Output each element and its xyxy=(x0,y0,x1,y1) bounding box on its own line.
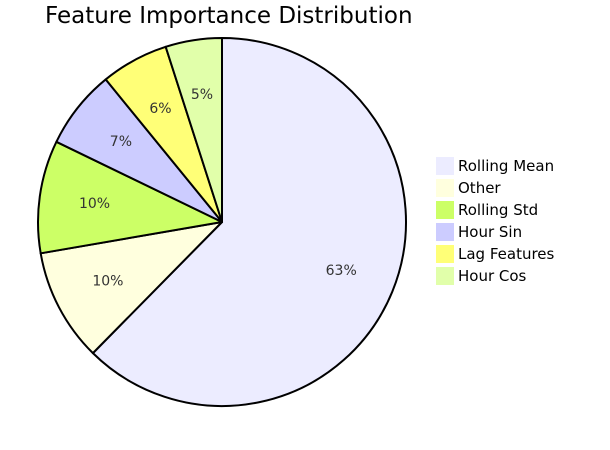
slice-label-lag-features: 6% xyxy=(149,101,171,117)
pie-slices xyxy=(37,37,407,407)
legend-swatch-hour-sin xyxy=(436,223,454,241)
chart-title: Feature Importance Distribution xyxy=(45,3,413,29)
pie-slice-rolling-mean xyxy=(91,37,407,407)
pie-slice-labels: 63% 10% 10% 7% 6% 5% xyxy=(79,87,357,290)
legend-label-hour-cos: Hour Cos xyxy=(458,267,527,285)
slice-label-hour-sin: 7% xyxy=(110,134,132,150)
legend-label-lag-features: Lag Features xyxy=(458,245,555,263)
slice-label-hour-cos: 5% xyxy=(191,87,213,103)
slice-label-rolling-mean: 63% xyxy=(326,263,357,279)
legend-label-other: Other xyxy=(458,179,501,197)
slice-label-other: 10% xyxy=(92,274,123,290)
pie-slice-other xyxy=(39,221,223,355)
pie-slice-rolling-std xyxy=(37,140,223,255)
slice-label-rolling-std: 10% xyxy=(79,196,110,212)
legend-swatch-lag-features xyxy=(436,245,454,263)
legend-swatch-hour-cos xyxy=(436,267,454,285)
legend-label-rolling-mean: Rolling Mean xyxy=(458,157,554,175)
pie-slice-hour-cos xyxy=(164,37,223,223)
legend-label-hour-sin: Hour Sin xyxy=(458,223,522,241)
legend-label-rolling-std: Rolling Std xyxy=(458,201,538,219)
legend-swatch-other xyxy=(436,179,454,197)
legend-swatch-rolling-std xyxy=(436,201,454,219)
legend: Rolling Mean Other Rolling Std Hour Sin Lag … xyxy=(436,157,555,285)
legend-swatch-rolling-mean xyxy=(436,157,454,175)
